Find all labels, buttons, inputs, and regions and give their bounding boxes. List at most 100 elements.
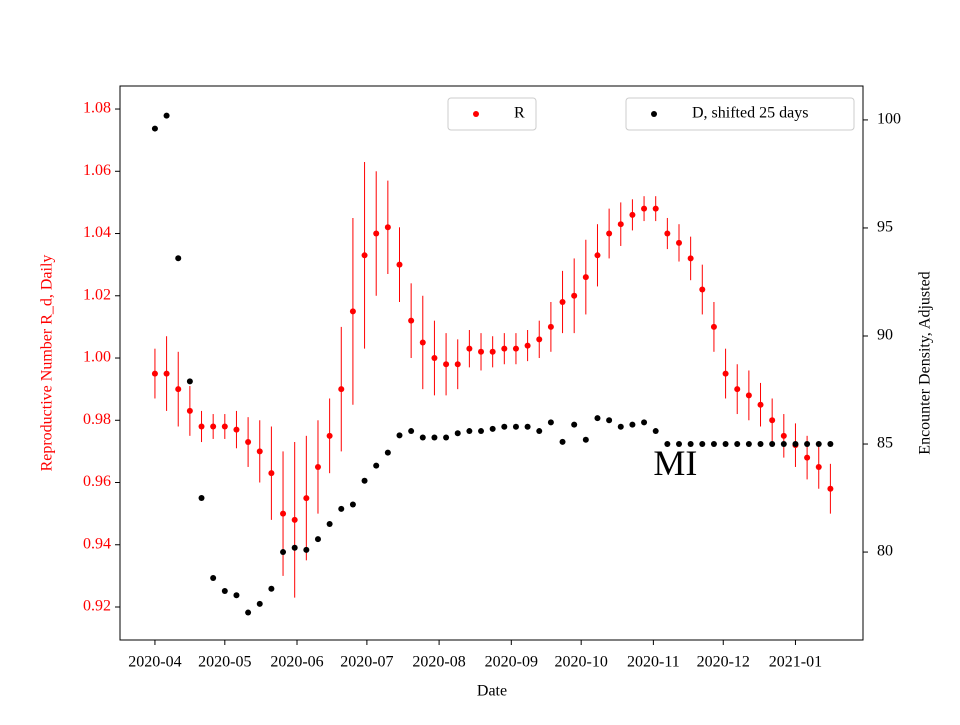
- point: [408, 317, 415, 324]
- point: [827, 485, 834, 492]
- point: [186, 407, 193, 414]
- annotation: MI: [653, 443, 697, 483]
- point: [804, 441, 811, 448]
- point: [245, 609, 252, 616]
- point: [641, 205, 648, 212]
- point: [815, 463, 822, 470]
- point: [745, 392, 752, 399]
- point: [652, 205, 659, 212]
- point: [431, 434, 438, 441]
- point: [151, 125, 158, 132]
- point: [163, 370, 170, 377]
- point: [780, 441, 787, 448]
- legend-label: D, shifted 25 days: [692, 105, 808, 122]
- y2-tick-label: 90: [877, 327, 893, 344]
- legend-label: R: [514, 105, 525, 122]
- point: [536, 428, 543, 435]
- point: [617, 423, 624, 430]
- point: [314, 463, 321, 470]
- y-tick-label: 0.94: [83, 535, 111, 552]
- point: [221, 587, 228, 594]
- point: [256, 448, 263, 455]
- point: [512, 345, 519, 352]
- point: [256, 600, 263, 607]
- point: [396, 432, 403, 439]
- point: [443, 434, 450, 441]
- point: [326, 432, 333, 439]
- point: [233, 592, 240, 599]
- point: [361, 477, 368, 484]
- point: [547, 419, 554, 426]
- x-axis-label: Date: [477, 683, 507, 700]
- point: [501, 423, 508, 430]
- point: [780, 432, 787, 439]
- point: [419, 434, 426, 441]
- legend-box: [625, 97, 855, 131]
- point: [151, 370, 158, 377]
- point: [373, 462, 380, 469]
- point: [769, 441, 776, 448]
- point: [699, 286, 706, 293]
- x-tick-label: 2020-06: [270, 654, 323, 671]
- point: [629, 421, 636, 428]
- x-tick-label: 2020-12: [697, 654, 750, 671]
- point: [710, 441, 717, 448]
- point: [175, 386, 182, 393]
- y-tick-label: 1.08: [83, 100, 111, 117]
- point: [396, 261, 403, 268]
- point: [722, 441, 729, 448]
- point: [629, 211, 636, 218]
- point: [349, 308, 356, 315]
- y2-tick-label: 85: [877, 435, 893, 452]
- point: [186, 378, 193, 385]
- x-tick-label: 2020-08: [412, 654, 465, 671]
- point: [617, 221, 624, 228]
- point: [280, 549, 287, 556]
- point: [792, 441, 799, 448]
- y2-tick-label: 80: [877, 543, 893, 560]
- point: [652, 428, 659, 435]
- y2-axis-label: Encounter Density, Adjusted: [917, 271, 934, 454]
- point: [303, 546, 310, 553]
- axes-frame: [119, 85, 864, 641]
- point: [454, 430, 461, 437]
- point: [664, 230, 671, 237]
- point: [478, 428, 485, 435]
- point: [734, 386, 741, 393]
- y2-tick-label: 95: [877, 219, 893, 236]
- point: [338, 505, 345, 512]
- point: [664, 441, 671, 448]
- point: [687, 255, 694, 262]
- point: [361, 252, 368, 259]
- point: [547, 323, 554, 330]
- point: [512, 423, 519, 430]
- point: [349, 501, 356, 508]
- point: [268, 470, 275, 477]
- point: [559, 438, 566, 445]
- point: [233, 426, 240, 433]
- point: [291, 516, 298, 523]
- point: [384, 224, 391, 231]
- y-axis-label: Reproductive Number R_d, Daily: [39, 255, 56, 472]
- y-tick-label: 1.00: [83, 349, 111, 366]
- point: [478, 348, 485, 355]
- point: [757, 401, 764, 408]
- point: [804, 454, 811, 461]
- point: [338, 386, 345, 393]
- y-tick-label: 0.92: [83, 598, 111, 615]
- point: [582, 436, 589, 443]
- x-tick-label: 2021-01: [769, 654, 822, 671]
- point: [198, 495, 205, 502]
- point: [489, 348, 496, 355]
- y-tick-label: 1.04: [83, 224, 111, 241]
- point: [594, 252, 601, 259]
- point: [210, 574, 217, 581]
- point: [536, 336, 543, 343]
- point: [303, 495, 310, 502]
- plot-area: [151, 112, 834, 616]
- point: [827, 441, 834, 448]
- point: [524, 423, 531, 430]
- x-tick-label: 2020-10: [555, 654, 608, 671]
- point: [675, 239, 682, 246]
